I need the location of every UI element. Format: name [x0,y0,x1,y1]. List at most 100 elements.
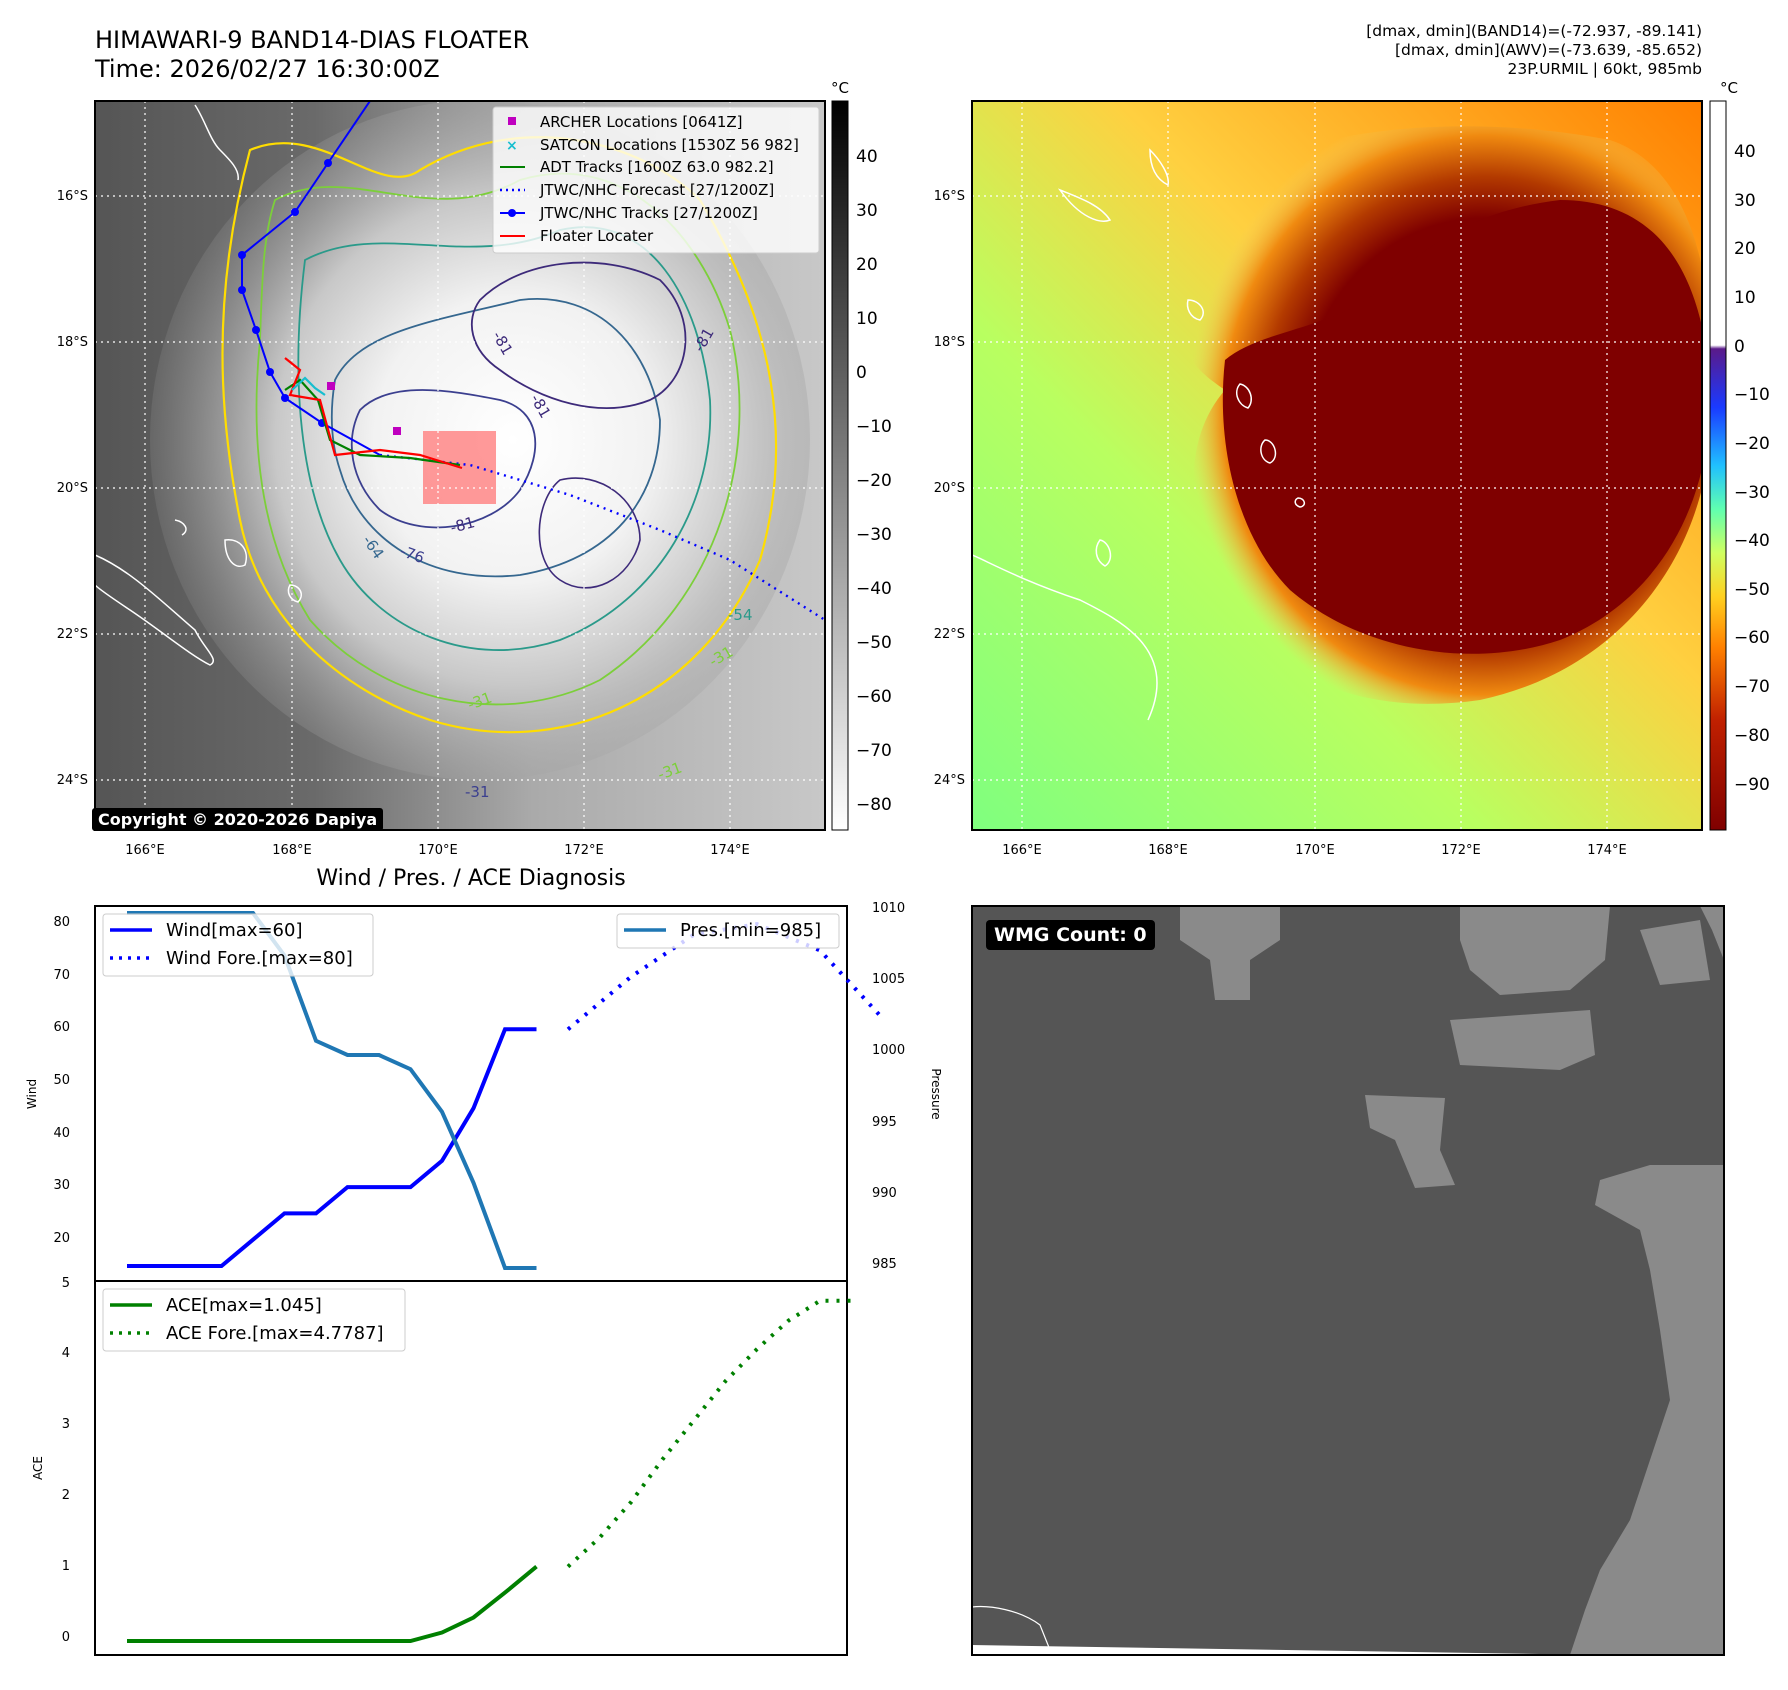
satcon-track-line [291,376,326,396]
lat-tick: 16°S [934,189,965,204]
lat-tick: 20°S [57,481,88,496]
cbar-tick: 30 [856,201,878,221]
lon-tick: 170°E [1295,843,1335,858]
color-colorbar-ticks: 40 30 20 10 0 −10 −20 −30 −40 −50 −60 −7… [1734,142,1770,795]
lon-tick: 170°E [418,843,458,858]
contour-label: -54 [728,606,753,624]
cbar-tick: −60 [1734,628,1770,648]
cbar-tick: −80 [1734,726,1770,746]
ytick-right: 1010 [872,901,905,916]
ytick: 80 [53,915,70,930]
lat-tick: 22°S [934,627,965,642]
lon-tick: 172°E [564,843,604,858]
wmg-gray-regions [1180,906,1724,1655]
cbar-tick: 10 [856,309,878,329]
color-gridlines [972,101,1702,830]
ytick-right: 1005 [872,972,905,987]
wmg-coastline [972,1605,1051,1651]
contour-label: -81 [448,513,476,537]
cbar-tick: −50 [856,633,892,653]
cbar-tick: −40 [856,579,892,599]
legend-floater: Floater Locater [540,227,654,245]
ir-lon-ticks: 166°E 168°E 170°E 172°E 174°E [125,843,750,858]
cbar-tick: −80 [856,795,892,815]
cbar-tick: 20 [1734,239,1756,259]
legend-tracks-dot [508,209,516,217]
cbar-tick: 40 [856,147,878,167]
color-colorbar [1709,100,1727,831]
jtwc-track-points [238,159,332,427]
lon-tick: 174°E [710,843,750,858]
title-satellite: HIMAWARI-9 BAND14-DIAS FLOATER [95,26,530,54]
ir-colorbar-unit: °C [831,79,849,97]
lon-tick: 166°E [1002,843,1042,858]
legend-tracks: JTWC/NHC Tracks [27/1200Z] [539,204,758,222]
legend-adt: ADT Tracks [1600Z 63.0 982.2] [540,158,774,176]
cbar-tick: −50 [1734,580,1770,600]
ir-legend: ARCHER Locations [0641Z] × SATCON Locati… [492,106,820,254]
pressure-yticks: 1010 1005 1000 995 990 985 [872,901,905,1272]
series-line-ace-fore-max-4-7787 [566,1298,852,1569]
floater-locater-line [284,357,463,470]
ytick: 2 [62,1488,70,1503]
series-line-wind-max-60 [127,1027,537,1268]
lon-tick: 166°E [125,843,165,858]
lat-tick: 18°S [57,335,88,350]
wmg-panel [971,905,1725,1656]
wind-legend: Wind[max=60] Wind Fore.[max=80] [102,913,374,977]
ace-chart: ACE 4 3 2 1 0 ACE[max=1.045] ACE Fore.[m… [31,1280,852,1656]
ytick: 5 [62,1276,70,1291]
series-line-ace-max-1-045 [127,1565,538,1643]
jtwc-track-line [241,101,381,456]
legend-pressure: Pres.[min=985] [680,920,821,941]
info-storm: 23P.URMIL | 60kt, 985mb [1507,60,1702,78]
lat-tick: 24°S [57,773,88,788]
legend-ace: ACE[max=1.045] [166,1295,322,1316]
cbar-tick: −30 [856,525,892,545]
cbar-tick: 10 [1734,288,1756,308]
ytick: 4 [62,1346,70,1361]
ace-legend: ACE[max=1.045] ACE Fore.[max=4.7787] [102,1288,406,1352]
diagnosis-title: Wind / Pres. / ACE Diagnosis [316,866,625,891]
legend-wind: Wind[max=60] [166,920,303,941]
ir-panel: -81 -81 -81 -81 -76 -64 -54 -31 -31 -31 … [57,79,892,858]
ytick-right: 1000 [872,1043,905,1058]
lat-tick: 18°S [934,335,965,350]
color-lat-ticks: 16°S 18°S 20°S 22°S 24°S [934,189,965,788]
ytick: 20 [53,1231,70,1246]
copyright-label: Copyright © 2020-2026 Dapiya [92,808,384,831]
ytick: 30 [53,1178,70,1193]
series-line-pres-min-985 [127,911,537,1270]
cbar-tick: −10 [1734,385,1770,405]
lat-tick: 16°S [57,189,88,204]
cbar-tick: −20 [856,471,892,491]
color-colorbar-unit: °C [1720,79,1738,97]
color-frame [971,100,1703,831]
wmg-frame [971,905,1725,1656]
ace-series-group [127,1298,852,1643]
color-lon-ticks: 166°E 168°E 170°E 172°E 174°E [1002,843,1627,858]
legend-forecast: JTWC/NHC Forecast [27/1200Z] [539,181,774,199]
ace-yticks: 4 3 2 1 0 [62,1346,70,1645]
pressure-ylabel: Pressure [929,1068,943,1119]
ytick: 0 [62,1630,70,1645]
cbar-tick: 0 [1734,337,1745,357]
ir-colorbar-ticks: 40 30 20 10 0 −10 −20 −30 −40 −50 −60 −7… [856,147,892,815]
ir-lat-ticks: 16°S 18°S 20°S 22°S 24°S [57,189,88,788]
cbar-tick: 30 [1734,191,1756,211]
legend-wind-fore: Wind Fore.[max=80] [166,948,353,969]
cbar-tick: −90 [1734,775,1770,795]
color-panel: 166°E 168°E 170°E 172°E 174°E 16°S 18°S … [934,79,1770,858]
wmg-count-label: WMG Count: 0 [986,920,1155,950]
ytick: 70 [53,968,70,983]
wind-chart: Wind Pressure 80 70 60 50 40 30 20 5 101… [25,901,943,1291]
ir-colorbar [831,100,849,831]
legend-archer: ARCHER Locations [0641Z] [540,113,743,131]
lon-tick: 168°E [1148,843,1188,858]
ytick: 50 [53,1073,70,1088]
cbar-tick: 20 [856,255,878,275]
legend-satcon-marker: × [506,138,518,154]
lon-tick: 172°E [1441,843,1481,858]
legend-ace-fore: ACE Fore.[max=4.7787] [166,1323,384,1344]
